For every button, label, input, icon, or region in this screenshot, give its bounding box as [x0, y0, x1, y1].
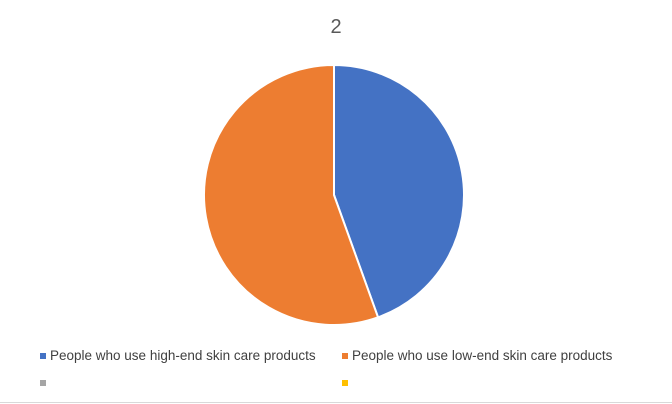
bottom-divider [0, 402, 672, 403]
chart-title: 2 [330, 16, 342, 38]
legend-swatch-series-4 [342, 380, 348, 386]
legend-swatch-series-3 [40, 380, 46, 386]
legend-label-high-end: People who use high-end skin care produc… [50, 348, 316, 363]
legend-swatch-low-end [342, 353, 348, 359]
legend-swatch-high-end [40, 353, 46, 359]
legend-label-low-end: People who use low-end skin care product… [352, 348, 613, 363]
slice-low-end [203, 63, 380, 326]
legend-row-1: People who use high-end skin care produc… [0, 348, 672, 366]
legend-row-2 [0, 375, 672, 393]
slice-high-end [333, 63, 465, 319]
